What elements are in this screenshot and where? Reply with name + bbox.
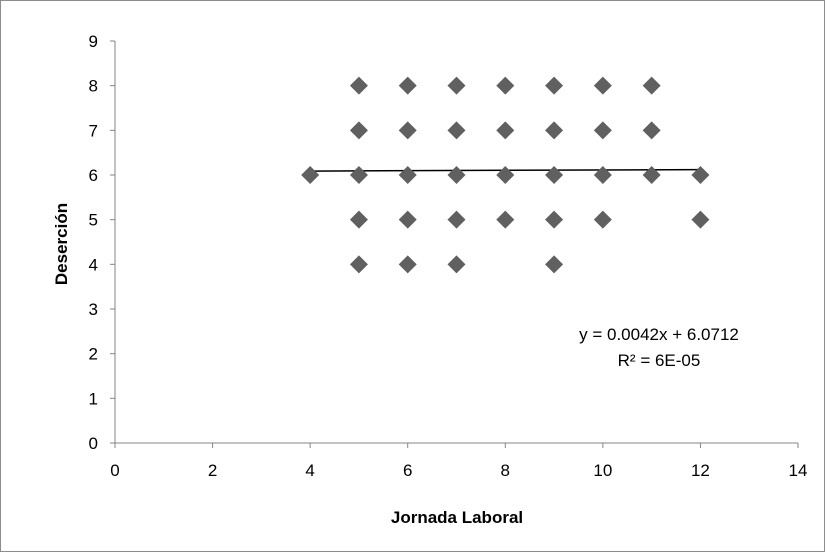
data-point: [545, 255, 564, 274]
x-tick-label: 8: [501, 461, 510, 480]
data-point: [642, 121, 661, 140]
x-axis-title: Jornada Laboral: [391, 508, 523, 527]
y-tick-label: 3: [89, 300, 98, 319]
x-tick-label: 6: [403, 461, 412, 480]
x-tick-label: 10: [593, 461, 612, 480]
data-point: [642, 76, 661, 95]
data-point: [545, 210, 564, 229]
y-axis-title: Deserción: [52, 203, 71, 285]
data-point: [447, 210, 466, 229]
data-point: [496, 121, 515, 140]
data-point: [398, 210, 417, 229]
y-tick-label: 4: [89, 255, 98, 274]
x-axis: 0 2 4 6 8 10 12 14: [110, 442, 808, 480]
data-point: [496, 210, 515, 229]
data-point: [496, 166, 515, 184]
data-point: [691, 210, 710, 229]
y-tick-label: 9: [89, 32, 98, 51]
y-axis: 0 1 2 3 4 5 6 7 8 9: [89, 32, 116, 453]
data-point: [349, 210, 368, 229]
data-point: [301, 166, 320, 184]
trendline-r2: R² = 6E-05: [618, 351, 701, 370]
data-point: [398, 121, 417, 140]
data-point: [447, 255, 466, 274]
data-point: [691, 166, 710, 184]
data-point: [593, 210, 612, 229]
data-point: [593, 166, 612, 184]
data-point: [496, 76, 515, 95]
data-points: [301, 76, 710, 274]
y-tick-label: 0: [89, 434, 98, 453]
data-point: [545, 166, 564, 184]
trendline-equation: y = 0.0042x + 6.0712: [579, 325, 739, 344]
x-tick-label: 0: [110, 461, 119, 480]
data-point: [593, 76, 612, 95]
data-point: [398, 166, 417, 184]
y-tick-label: 8: [89, 77, 98, 96]
y-tick-label: 2: [89, 345, 98, 364]
data-point: [349, 166, 368, 184]
data-point: [545, 121, 564, 140]
x-tick-label: 14: [789, 461, 808, 480]
x-tick-label: 2: [208, 461, 217, 480]
y-tick-label: 1: [89, 389, 98, 408]
x-tick-label: 4: [305, 461, 314, 480]
data-point: [593, 121, 612, 140]
y-tick-label: 5: [89, 211, 98, 230]
y-tick-label: 7: [89, 121, 98, 140]
data-point: [545, 76, 564, 95]
data-point: [398, 255, 417, 274]
data-point: [349, 255, 368, 274]
data-point: [447, 76, 466, 95]
data-point: [642, 166, 661, 184]
data-point: [447, 121, 466, 140]
y-tick-label: 6: [89, 166, 98, 185]
data-point: [349, 76, 368, 95]
x-tick-label: 12: [691, 461, 710, 480]
data-point: [349, 121, 368, 140]
data-point: [398, 76, 417, 95]
data-point: [447, 166, 466, 184]
